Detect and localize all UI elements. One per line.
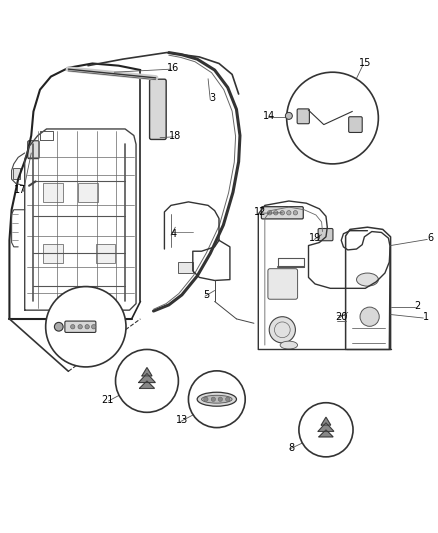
Circle shape	[286, 112, 292, 119]
Text: 16: 16	[167, 63, 179, 73]
Polygon shape	[319, 430, 333, 437]
Text: 5: 5	[203, 290, 209, 300]
Text: 8: 8	[288, 443, 294, 453]
Circle shape	[268, 211, 272, 215]
Circle shape	[269, 317, 295, 343]
Ellipse shape	[280, 341, 297, 349]
FancyBboxPatch shape	[349, 117, 362, 133]
Circle shape	[287, 211, 291, 215]
FancyBboxPatch shape	[78, 183, 98, 202]
Circle shape	[360, 307, 379, 326]
FancyBboxPatch shape	[43, 183, 63, 202]
FancyBboxPatch shape	[28, 141, 39, 159]
FancyBboxPatch shape	[261, 207, 303, 219]
Circle shape	[274, 211, 278, 215]
Polygon shape	[321, 417, 331, 425]
Text: 4: 4	[170, 229, 176, 239]
FancyBboxPatch shape	[318, 229, 333, 241]
Polygon shape	[139, 374, 155, 383]
Text: 20: 20	[335, 312, 347, 322]
Ellipse shape	[201, 395, 232, 403]
Text: 17: 17	[14, 185, 27, 195]
Circle shape	[78, 325, 82, 329]
Text: 21: 21	[102, 394, 114, 405]
Circle shape	[211, 397, 215, 401]
Text: 3: 3	[209, 93, 215, 103]
Polygon shape	[139, 381, 155, 389]
FancyBboxPatch shape	[268, 269, 297, 299]
Text: 19: 19	[309, 233, 321, 243]
Text: 6: 6	[427, 233, 434, 243]
Circle shape	[46, 287, 126, 367]
Text: 2: 2	[414, 301, 421, 311]
Circle shape	[54, 322, 63, 331]
FancyBboxPatch shape	[65, 321, 96, 333]
Text: 1: 1	[424, 312, 429, 322]
Ellipse shape	[197, 392, 237, 406]
Text: 14: 14	[263, 111, 276, 121]
Polygon shape	[318, 423, 334, 431]
FancyBboxPatch shape	[178, 262, 193, 272]
FancyBboxPatch shape	[13, 168, 20, 179]
Circle shape	[280, 211, 285, 215]
Ellipse shape	[357, 273, 378, 286]
FancyBboxPatch shape	[96, 244, 115, 263]
Text: 13: 13	[176, 415, 188, 425]
Circle shape	[287, 72, 378, 164]
Circle shape	[71, 325, 75, 329]
Circle shape	[226, 397, 230, 401]
Text: 18: 18	[169, 131, 181, 141]
Polygon shape	[142, 368, 152, 376]
Circle shape	[92, 325, 96, 329]
FancyBboxPatch shape	[150, 79, 166, 140]
Circle shape	[299, 403, 353, 457]
Circle shape	[204, 397, 208, 401]
Circle shape	[116, 350, 178, 413]
FancyBboxPatch shape	[297, 109, 309, 124]
Text: 12: 12	[254, 207, 267, 217]
Text: 15: 15	[359, 59, 371, 68]
Circle shape	[188, 371, 245, 427]
Circle shape	[218, 397, 223, 401]
Circle shape	[85, 325, 89, 329]
Circle shape	[293, 211, 297, 215]
FancyBboxPatch shape	[43, 244, 63, 263]
